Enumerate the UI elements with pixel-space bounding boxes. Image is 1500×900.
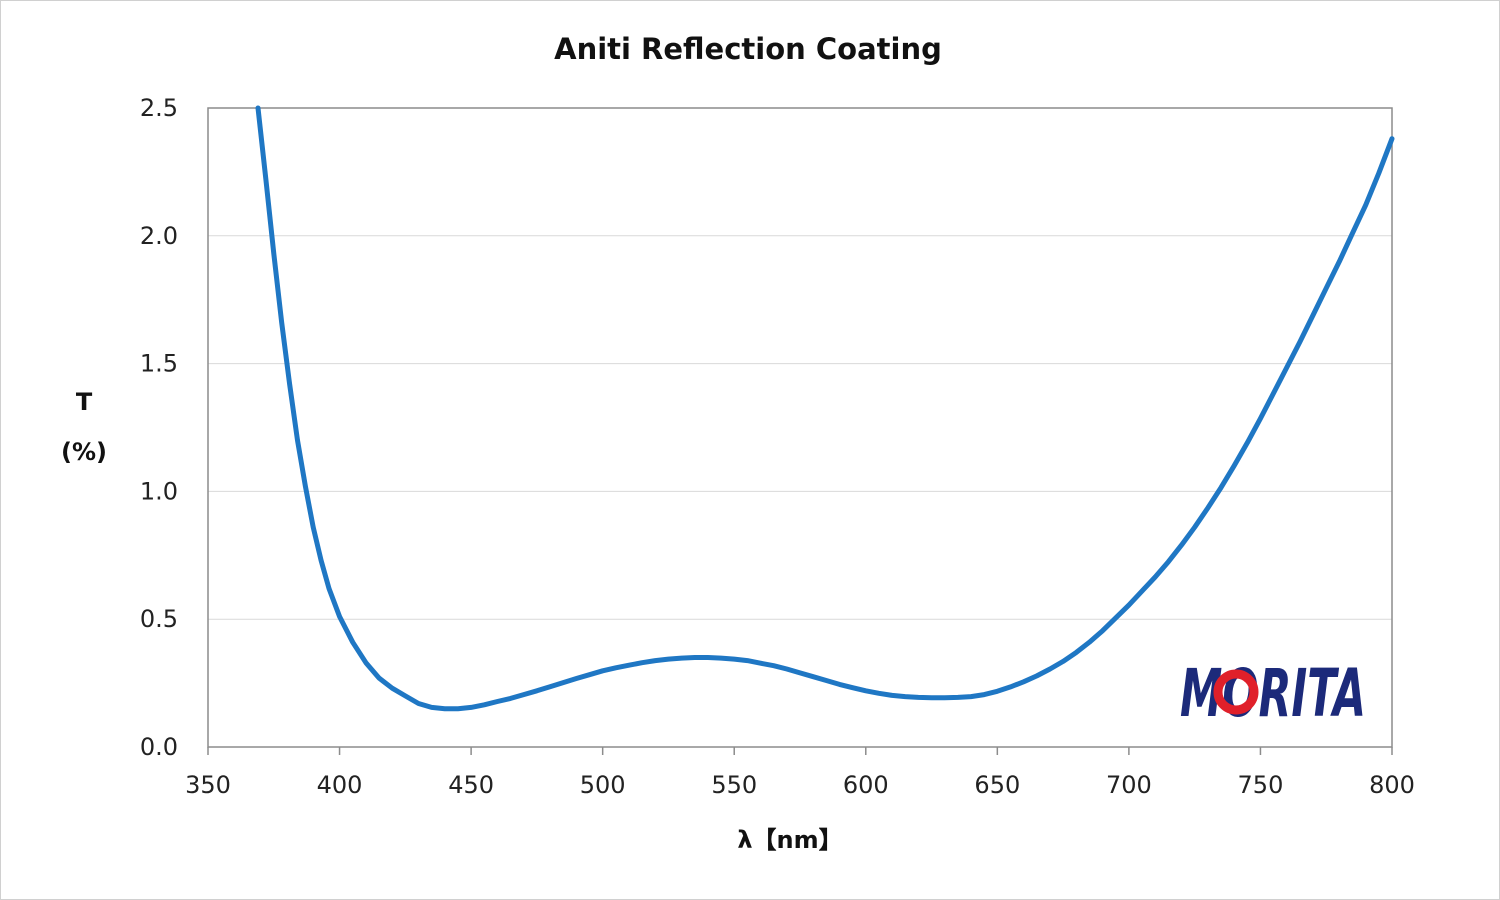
x-tick-label: 650 [974, 771, 1020, 799]
plot-area [207, 107, 1393, 748]
y-tick-label: 1.0 [140, 477, 178, 505]
x-tick-label: 750 [1238, 771, 1284, 799]
series-line [255, 105, 1395, 712]
logo-accent-icon [1213, 669, 1259, 715]
y-tick-label: 0.0 [140, 733, 178, 761]
x-tick-label: 500 [580, 771, 626, 799]
y-axis-label-line2: (%) [61, 438, 107, 466]
x-tick-label: 700 [1106, 771, 1152, 799]
y-tick-label: 1.5 [140, 350, 178, 378]
logo-text: MORITA [1180, 655, 1366, 732]
y-tick-label: 2.0 [140, 222, 178, 250]
y-axis-ticks: 0.0 0.5 1.0 1.5 2.0 2.5 [140, 94, 178, 761]
gridlines [208, 235, 1392, 620]
morita-logo: MORITA [1180, 655, 1366, 732]
x-tick-label: 400 [317, 771, 363, 799]
x-tick-label: 350 [185, 771, 231, 799]
x-axis-ticks: 350 400 450 500 550 600 650 700 750 800 [185, 747, 1415, 799]
x-tick-label: 800 [1369, 771, 1415, 799]
x-axis-label: λ【nm】 [737, 826, 842, 854]
x-tick-label: 600 [843, 771, 889, 799]
chart-title: Aniti Reflection Coating [554, 32, 942, 66]
y-axis-label-line1: T [76, 388, 93, 416]
y-tick-label: 2.5 [140, 94, 178, 122]
x-tick-label: 550 [711, 771, 757, 799]
x-tick-label: 450 [448, 771, 494, 799]
y-tick-label: 0.5 [140, 605, 178, 633]
